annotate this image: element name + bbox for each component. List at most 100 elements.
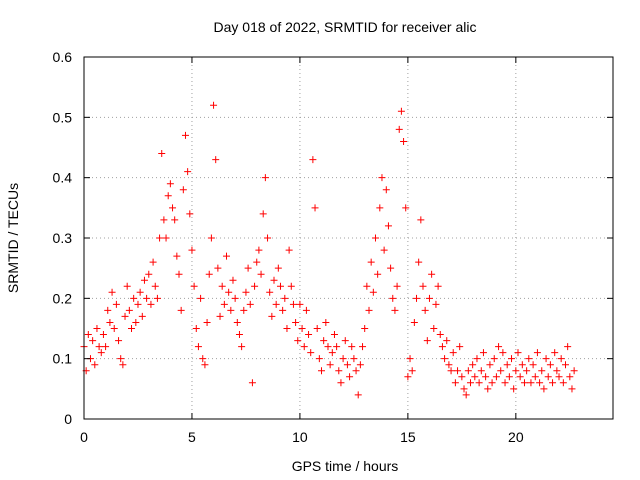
data-point — [173, 252, 181, 260]
data-point — [443, 337, 451, 345]
data-point — [389, 294, 397, 302]
data-point — [140, 276, 148, 284]
data-point — [147, 300, 155, 308]
data-point — [227, 306, 235, 314]
data-point — [283, 325, 291, 332]
data-point — [169, 204, 177, 212]
data-point — [315, 355, 323, 363]
data-point — [238, 343, 246, 351]
data-point — [313, 325, 321, 332]
data-point — [404, 373, 412, 381]
data-point — [153, 294, 161, 302]
data-point — [378, 174, 386, 182]
data-point — [246, 300, 254, 308]
data-point — [93, 325, 101, 332]
data-point — [371, 234, 379, 242]
data-point — [570, 367, 578, 375]
data-point — [520, 379, 528, 387]
data-point — [482, 373, 490, 381]
data-point — [408, 367, 416, 375]
data-point — [259, 210, 267, 218]
x-tick-label: 5 — [188, 429, 196, 445]
data-point — [525, 355, 533, 363]
data-point — [149, 258, 157, 266]
data-point — [413, 294, 421, 302]
data-point — [391, 306, 399, 314]
data-point — [369, 288, 377, 296]
data-point — [251, 282, 259, 290]
data-point — [516, 373, 524, 381]
data-point — [451, 379, 459, 387]
data-point — [309, 156, 317, 164]
data-point — [132, 318, 140, 326]
data-point — [423, 337, 431, 345]
data-point — [363, 282, 371, 290]
data-point — [557, 355, 565, 363]
data-point — [415, 258, 423, 266]
data-point — [432, 300, 440, 308]
data-point — [270, 276, 278, 284]
data-point — [117, 355, 125, 363]
data-point — [335, 367, 343, 375]
data-point — [300, 343, 308, 351]
data-point — [333, 343, 341, 351]
data-point — [205, 270, 213, 278]
data-point — [302, 306, 310, 314]
data-point — [233, 318, 241, 326]
data-point — [106, 318, 114, 326]
data-point — [175, 270, 183, 278]
data-point — [184, 168, 192, 176]
axis-ticks — [83, 56, 613, 420]
y-tick-label: 0.4 — [53, 170, 73, 186]
data-point — [177, 306, 185, 314]
data-point — [287, 282, 295, 290]
data-point — [279, 306, 287, 314]
data-point — [495, 343, 503, 351]
data-point — [156, 234, 164, 242]
data-point — [343, 361, 351, 369]
data-point — [181, 131, 189, 139]
y-tick-label: 0 — [64, 411, 72, 427]
data-point — [510, 385, 518, 393]
data-point — [318, 367, 326, 375]
data-point — [97, 349, 105, 357]
data-point — [192, 325, 200, 332]
data-point — [428, 270, 436, 278]
data-point — [264, 234, 272, 242]
data-point — [218, 282, 226, 290]
data-point — [261, 174, 269, 182]
data-point — [171, 216, 179, 224]
data-point — [348, 343, 356, 351]
data-point — [145, 270, 153, 278]
data-point — [352, 367, 360, 375]
data-point — [194, 343, 202, 351]
data-point — [121, 312, 129, 320]
data-point — [434, 282, 442, 290]
data-point — [119, 361, 127, 369]
data-point — [311, 204, 319, 212]
data-point — [322, 318, 330, 326]
data-point — [356, 361, 364, 369]
data-point — [454, 367, 462, 375]
data-point — [505, 373, 513, 381]
data-point — [210, 101, 218, 109]
y-tick-labels: 0 0.1 0.2 0.3 0.4 0.5 0.6 — [53, 49, 73, 427]
data-point — [203, 318, 211, 326]
data-point — [125, 306, 133, 314]
data-point — [410, 318, 418, 326]
data-point — [531, 373, 539, 381]
data-point — [231, 294, 239, 302]
data-point — [214, 264, 222, 272]
data-point — [346, 373, 354, 381]
data-point — [354, 391, 362, 399]
y-tick-label: 0.5 — [53, 109, 73, 125]
data-point — [549, 379, 557, 387]
data-point — [376, 204, 384, 212]
data-point — [527, 379, 535, 387]
data-point — [207, 234, 215, 242]
data-point — [223, 252, 231, 260]
data-point — [501, 379, 509, 387]
data-point — [395, 125, 403, 133]
x-tick-label: 10 — [292, 429, 308, 445]
data-point — [469, 361, 477, 369]
